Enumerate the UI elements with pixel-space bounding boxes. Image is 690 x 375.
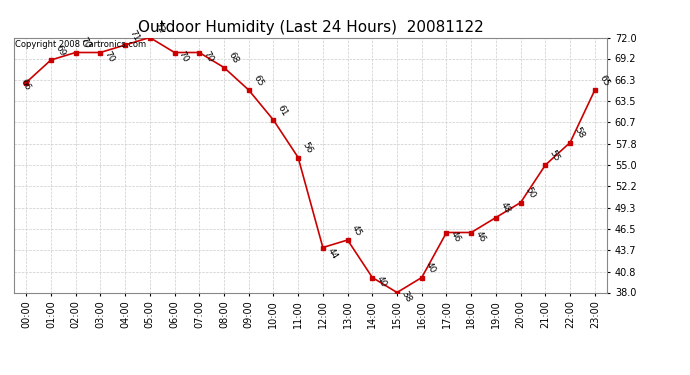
Text: 46: 46 [474, 230, 487, 244]
Text: 38: 38 [400, 289, 413, 304]
Text: 68: 68 [226, 51, 240, 65]
Text: 40: 40 [375, 274, 388, 289]
Text: 46: 46 [449, 230, 462, 244]
Text: 40: 40 [424, 261, 437, 275]
Text: 58: 58 [573, 126, 586, 140]
Text: 65: 65 [251, 73, 265, 88]
Text: 70: 70 [177, 49, 190, 64]
Text: 71: 71 [128, 28, 141, 43]
Text: 70: 70 [103, 49, 117, 64]
Text: 66: 66 [19, 77, 32, 92]
Text: 61: 61 [276, 103, 289, 118]
Text: 70: 70 [201, 49, 215, 64]
Text: Copyright 2008 Cartronics.com: Copyright 2008 Cartronics.com [15, 40, 146, 49]
Title: Outdoor Humidity (Last 24 Hours)  20081122: Outdoor Humidity (Last 24 Hours) 2008112… [137, 20, 484, 35]
Text: 56: 56 [301, 141, 314, 155]
Text: 65: 65 [598, 73, 611, 88]
Text: 45: 45 [350, 224, 364, 238]
Text: 69: 69 [53, 43, 67, 58]
Text: 48: 48 [498, 201, 512, 215]
Text: 50: 50 [523, 186, 537, 200]
Text: 72: 72 [152, 21, 166, 35]
Text: 44: 44 [326, 247, 339, 261]
Text: 70: 70 [78, 36, 92, 50]
Text: 55: 55 [548, 148, 562, 163]
